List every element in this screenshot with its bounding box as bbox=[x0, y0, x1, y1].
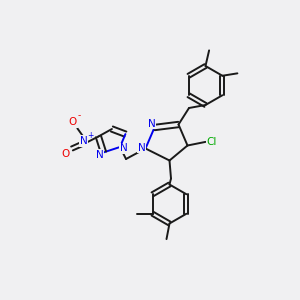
Text: +: + bbox=[87, 130, 93, 140]
Text: N: N bbox=[138, 142, 146, 153]
Text: Cl: Cl bbox=[206, 137, 217, 147]
Text: N: N bbox=[148, 119, 155, 129]
Text: N: N bbox=[96, 150, 104, 160]
Text: -: - bbox=[77, 111, 80, 120]
Text: O: O bbox=[69, 117, 77, 128]
Text: N: N bbox=[80, 136, 87, 146]
Text: O: O bbox=[62, 149, 70, 159]
Text: N: N bbox=[120, 143, 128, 154]
